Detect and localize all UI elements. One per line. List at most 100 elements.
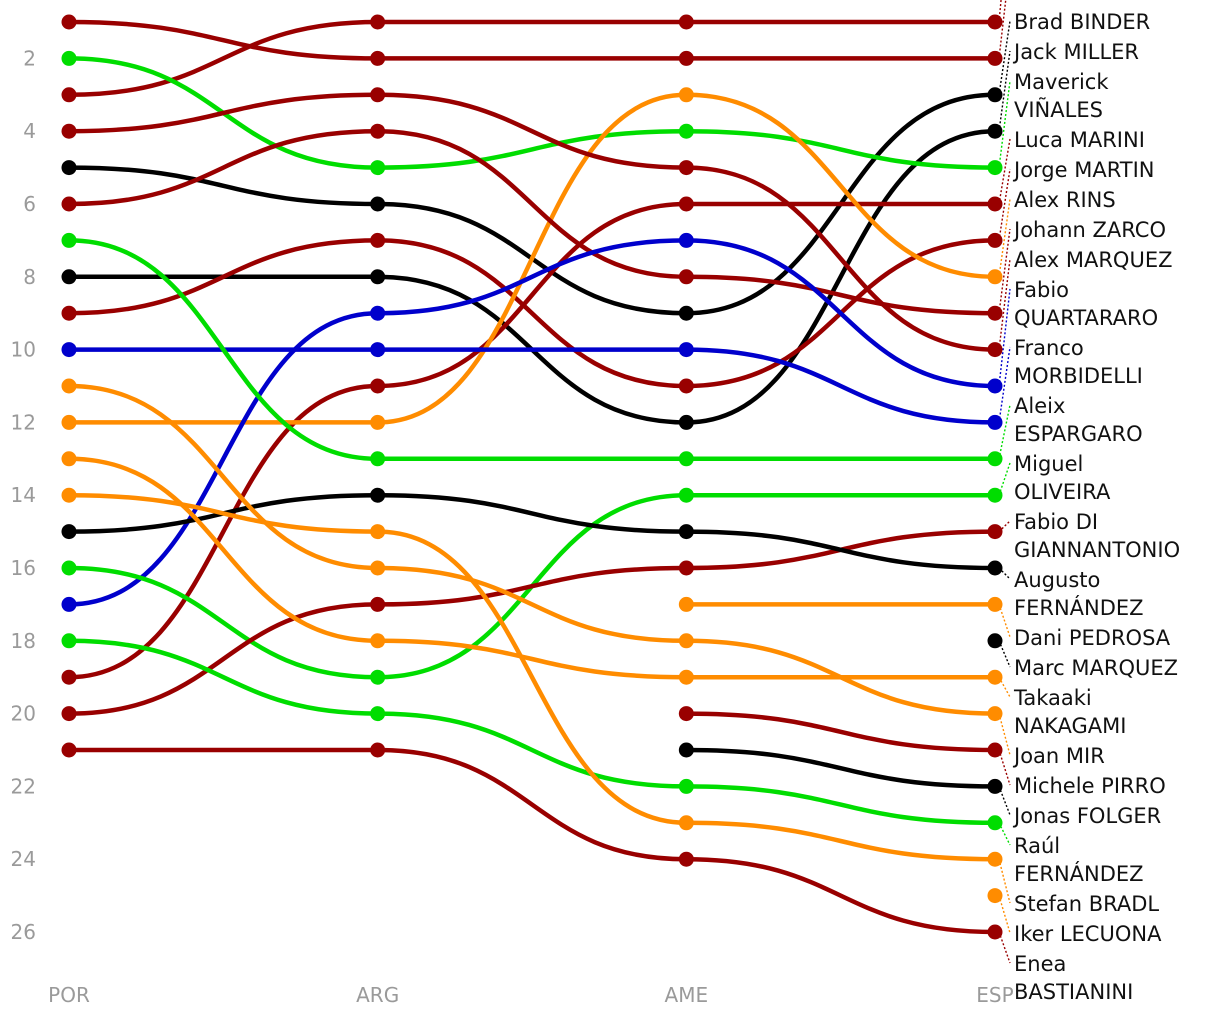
series-label-line: Jack MILLER — [1012, 40, 1139, 64]
series-label-line: BAGNAIA — [1014, 0, 1110, 4]
series-label-fabio-di-giannantonio: Fabio DI GIANNANTONIO — [1014, 510, 1180, 562]
data-point-joan-mir — [678, 633, 694, 649]
y-tick-label: 6 — [23, 192, 36, 216]
series-label-line: Luca MARINI — [1014, 128, 1145, 152]
data-point-alex-rins — [61, 414, 77, 430]
series-label-line: Brad BINDER — [1014, 10, 1150, 34]
data-point-aleix-espargaro — [61, 232, 77, 248]
series-label-line: FERNÁNDEZ — [1014, 595, 1144, 620]
data-point-joan-mir — [987, 706, 1003, 722]
series-line-aleix-espargaro — [66, 238, 998, 462]
data-point-jorge-martin — [61, 305, 77, 321]
x-tick-label: ESP — [976, 983, 1013, 1007]
y-tick-label: 14 — [11, 483, 36, 507]
x-axis: POR ARG AME ESP — [48, 983, 1014, 1007]
data-point-franco-morbidelli — [61, 342, 77, 358]
y-tick-label: 10 — [11, 338, 36, 362]
data-point-stefan-bradl — [370, 524, 386, 540]
data-point-miguel-oliveira — [678, 487, 694, 503]
x-tick-label: POR — [48, 983, 90, 1007]
data-point-takaaki-nakagami — [61, 451, 77, 467]
data-point-takaaki-nakagami — [987, 669, 1003, 685]
data-point-fabio-quartararo — [61, 596, 77, 612]
data-point-alex-rins — [987, 269, 1003, 285]
data-point-takaaki-nakagami — [370, 633, 386, 649]
data-point-miguel-oliveira — [61, 560, 77, 576]
label-connector-brad-binder — [998, 20, 1011, 95]
series-label-maverick-vinales: Maverick VIÑALES — [1014, 70, 1109, 122]
series-label-jorge-martin: Jorge MARTIN — [1012, 158, 1155, 182]
series-label-line: OLIVEIRA — [1014, 480, 1111, 504]
data-point-maverick-vinales — [370, 160, 386, 176]
y-tick-label: 2 — [23, 46, 36, 70]
data-point-jonas-folger — [987, 778, 1003, 794]
data-point-brad-binder — [61, 160, 77, 176]
series-label-joan-mir: Joan MIR — [1012, 744, 1105, 768]
data-point-fabio-di-giannantonio — [987, 524, 1003, 540]
data-point-enea-bastianini — [370, 742, 386, 758]
label-connector-iker-lecuona — [998, 895, 1011, 934]
data-point-francesco-bagnaia — [678, 50, 694, 66]
series-line-marco-bezzecchi — [66, 19, 998, 98]
data-point-miguel-oliveira — [987, 487, 1003, 503]
series-points — [61, 14, 1003, 940]
series-line-fabio-quartararo — [66, 238, 998, 607]
series-line-brad-binder — [66, 92, 998, 316]
label-connector-alex-rins — [998, 198, 1011, 277]
series-label-line: NAKAGAMI — [1014, 714, 1126, 738]
series-label-line: Alex MARQUEZ — [1014, 248, 1172, 272]
series-label-alex-marquez: Alex MARQUEZ — [1014, 248, 1172, 272]
data-point-stefan-bradl — [987, 851, 1003, 867]
series-label-stefan-bradl: Stefan BRADL — [1014, 892, 1159, 916]
label-connector-stefan-bradl — [998, 859, 1011, 904]
data-point-johann-zarco — [370, 123, 386, 139]
label-connector-augusto-fernandez — [998, 567, 1011, 580]
data-point-marco-bezzecchi — [678, 14, 694, 30]
data-point-marc-marquez — [987, 633, 1003, 649]
series-label-line: Aleix — [1014, 394, 1065, 418]
label-connector-maverick-vinales — [998, 80, 1011, 168]
label-connector-luca-marini — [998, 138, 1011, 205]
label-connector-joan-mir — [998, 713, 1011, 756]
data-point-joan-mir — [61, 378, 77, 394]
data-point-maverick-vinales — [678, 123, 694, 139]
data-point-francesco-bagnaia — [370, 50, 386, 66]
label-connector-aleix-espargaro — [998, 404, 1011, 459]
series-label-line: Jonas FOLGER — [1012, 804, 1161, 828]
data-point-stefan-bradl — [678, 815, 694, 831]
y-tick-label: 18 — [11, 629, 36, 653]
series-line-jonas-folger — [684, 747, 998, 789]
series-lines — [66, 19, 998, 935]
data-point-brad-binder — [370, 196, 386, 212]
label-connector-enea-bastianini — [998, 931, 1011, 964]
label-connectors — [998, 0, 1011, 964]
series-line-franco-morbidelli — [66, 347, 998, 425]
data-point-raul-fernandez — [987, 815, 1003, 831]
series-label-franco-morbidelli: Franco MORBIDELLI — [1014, 336, 1143, 388]
label-connector-jack-miller — [998, 50, 1011, 132]
label-connector-dani-pedrosa — [998, 604, 1011, 638]
y-tick-label: 12 — [11, 410, 36, 434]
series-label-line: Augusto — [1014, 568, 1100, 592]
data-point-alex-marquez — [987, 342, 1003, 358]
series-line-jack-miller — [66, 128, 998, 425]
y-tick-label: 24 — [11, 847, 36, 871]
series-line-miguel-oliveira — [66, 492, 998, 680]
series-label-line: Alex RINS — [1014, 188, 1116, 212]
y-tick-label: 20 — [11, 702, 36, 726]
data-point-franco-morbidelli — [678, 342, 694, 358]
label-connector-fabio-quartararo — [998, 288, 1011, 387]
series-label-line: Raúl — [1014, 834, 1060, 858]
data-point-dani-pedrosa — [987, 596, 1003, 612]
data-point-raul-fernandez — [678, 778, 694, 794]
series-line-alex-rins — [66, 92, 998, 425]
series-label-enea-bastianini: Enea BASTIANINI — [1014, 952, 1133, 1004]
series-label-line: Michele PIRRO — [1014, 774, 1166, 798]
data-point-marco-bezzecchi — [370, 14, 386, 30]
x-tick-label: AME — [665, 983, 709, 1007]
data-point-iker-lecuona — [987, 888, 1003, 904]
label-connector-jorge-martin — [998, 168, 1011, 241]
series-labels: MarcoBEZZECCHIFrancescoBAGNAIABrad BINDE… — [1012, 0, 1180, 1004]
